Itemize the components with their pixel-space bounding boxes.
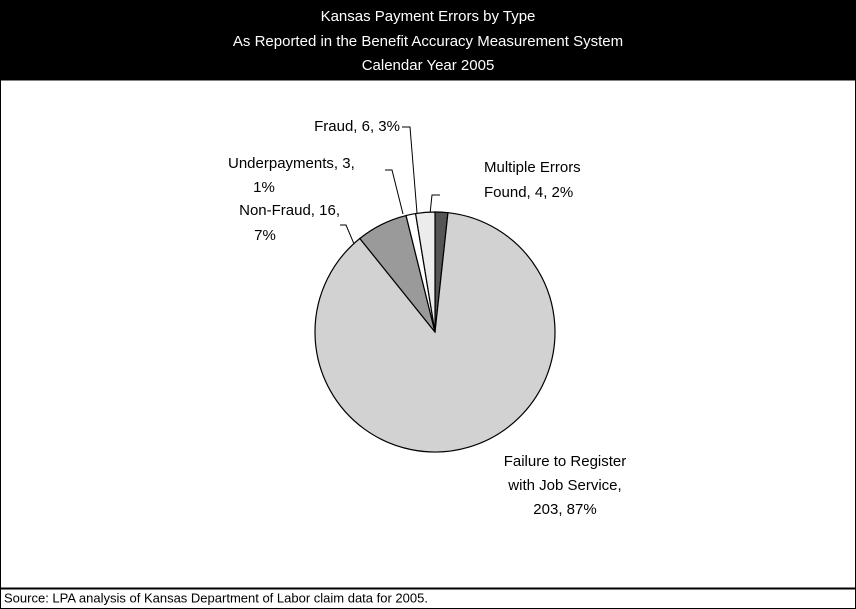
slice-label: Found, 4, 2% bbox=[484, 184, 573, 201]
leader-line bbox=[402, 126, 418, 214]
slice-label: Multiple Errors bbox=[484, 159, 581, 176]
slice-label: Fraud, 6, 3% bbox=[314, 118, 400, 135]
pie-slice bbox=[414, 211, 436, 333]
source-note: Source: LPA analysis of Kansas Departmen… bbox=[4, 590, 428, 605]
chart-title: Kansas Payment Errors by Type bbox=[321, 8, 536, 25]
pie-slice bbox=[314, 212, 556, 453]
slice-label: Failure to Register bbox=[504, 453, 627, 470]
slice-label: Non-Fraud, 16, bbox=[239, 202, 340, 219]
chart-subtitle: Calendar Year 2005 bbox=[362, 57, 495, 74]
slice-label: 7% bbox=[254, 227, 276, 244]
leader-line bbox=[385, 169, 404, 215]
leader-lines bbox=[340, 126, 440, 259]
header-band bbox=[0, 0, 856, 80]
slice-label: 203, 87% bbox=[533, 501, 596, 518]
chart-subtitle: As Reported in the Benefit Accuracy Meas… bbox=[233, 33, 623, 50]
slice-label: Underpayments, 3, bbox=[228, 155, 355, 172]
leader-line bbox=[429, 194, 440, 215]
slice-label: with Job Service, bbox=[507, 477, 621, 494]
slice-label: 1% bbox=[253, 179, 275, 196]
